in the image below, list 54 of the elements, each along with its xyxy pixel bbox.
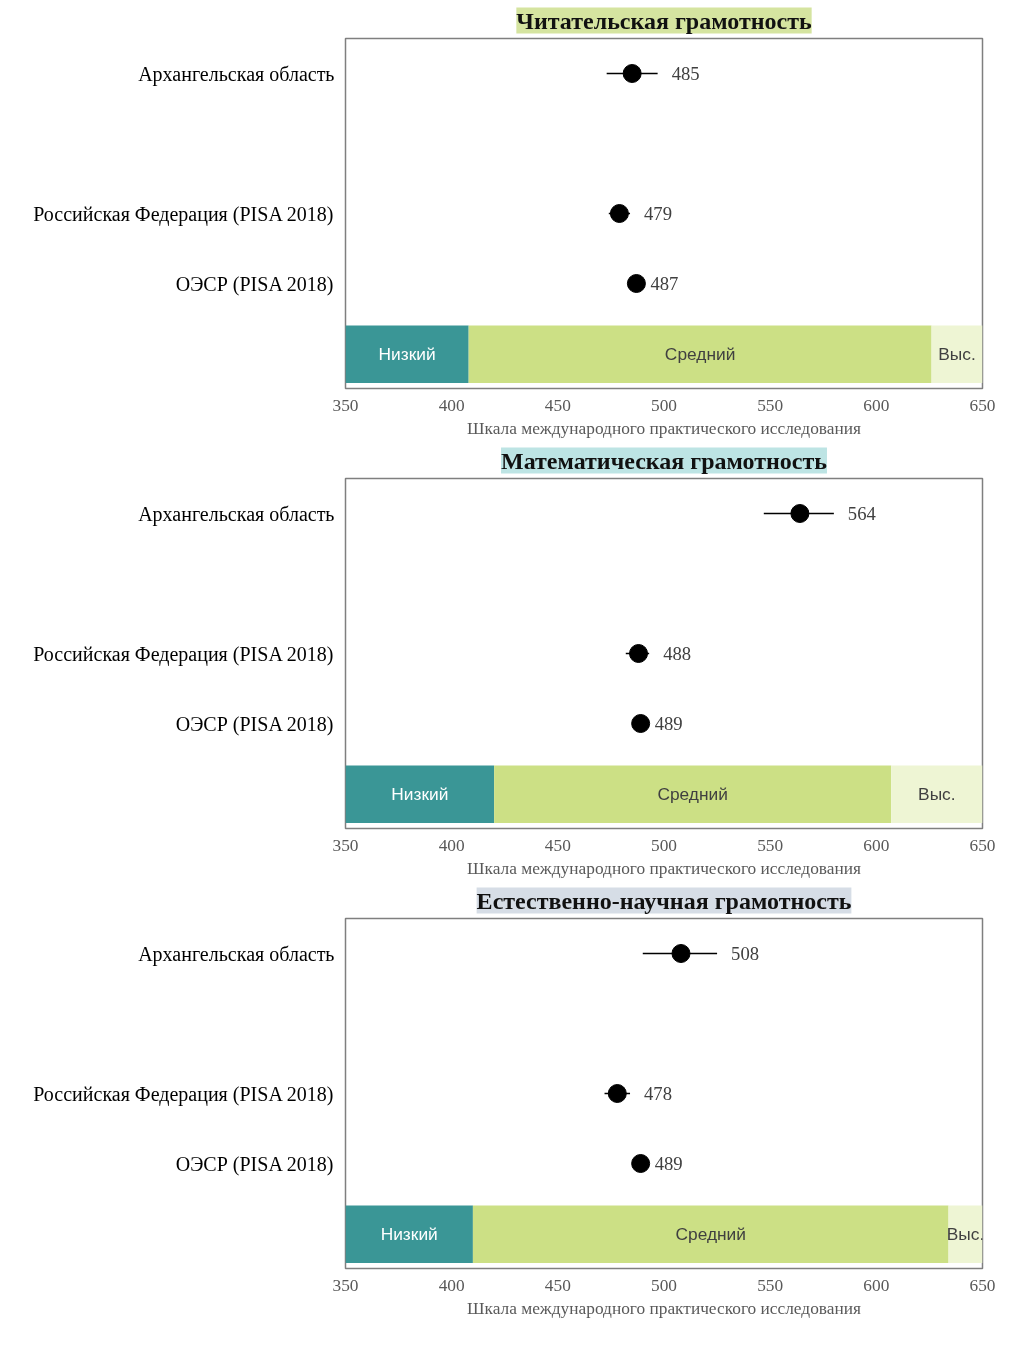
x-tick-label: 600 — [863, 395, 890, 415]
band-label: Низкий — [378, 344, 436, 365]
band-label: Низкий — [391, 784, 449, 805]
y-tick-label: Архангельская область — [138, 942, 335, 966]
y-tick-label: Российская Федерация (PISA 2018) — [33, 202, 334, 226]
x-tick-label: 550 — [757, 395, 784, 415]
chart-title: Читательская грамотность — [516, 7, 812, 34]
x-tick-label: 400 — [438, 835, 465, 855]
data-label: 478 — [644, 1083, 673, 1104]
x-tick-label: 400 — [438, 1275, 465, 1295]
x-tick-label: 400 — [438, 395, 465, 415]
y-tick-label: Архангельская область — [138, 62, 335, 86]
x-tick-label: 500 — [651, 835, 677, 855]
x-tick-label: 450 — [544, 395, 571, 415]
chart-title: Естественно-научная грамотность — [476, 887, 852, 914]
band-label: Выс. — [918, 784, 956, 805]
x-tick-label: 450 — [544, 1275, 571, 1295]
data-label: 564 — [847, 503, 877, 524]
y-tick-label: Архангельская область — [138, 502, 335, 526]
x-tick-label: 350 — [332, 395, 359, 415]
x-tick-label: 500 — [651, 1275, 677, 1295]
x-tick-label: 600 — [863, 835, 890, 855]
x-tick-label: 650 — [969, 395, 996, 415]
band-label: Средний — [664, 344, 736, 365]
x-tick-label: 350 — [332, 1275, 359, 1295]
x-tick-label: 350 — [332, 835, 359, 855]
y-tick-label: Российская Федерация (PISA 2018) — [33, 1082, 334, 1106]
x-axis-title: Шкала международного практического исследования — [467, 858, 862, 878]
x-tick-label: 450 — [544, 835, 571, 855]
data-label: 479 — [644, 203, 673, 224]
data-label: 487 — [650, 273, 679, 294]
x-tick-label: 500 — [651, 395, 677, 415]
data-label: 489 — [654, 713, 683, 734]
band-label: Низкий — [380, 1224, 438, 1245]
data-label: 488 — [663, 643, 692, 664]
data-label: 489 — [654, 1153, 683, 1174]
x-tick-label: 550 — [757, 835, 784, 855]
x-axis-title: Шкала международного практического исследования — [467, 1298, 862, 1318]
band-label: Выс. — [938, 344, 976, 365]
y-tick-label: ОЭСР (PISA 2018) — [175, 272, 334, 296]
y-tick-label: ОЭСР (PISA 2018) — [175, 712, 334, 736]
chart-title: Математическая грамотность — [501, 447, 828, 474]
x-tick-label: 650 — [969, 835, 996, 855]
band-label: Средний — [657, 784, 728, 805]
y-tick-label: Российская Федерация (PISA 2018) — [33, 642, 334, 666]
y-tick-label: ОЭСР (PISA 2018) — [175, 1152, 334, 1176]
x-tick-label: 600 — [863, 1275, 890, 1295]
x-tick-label: 550 — [757, 1275, 784, 1295]
data-label: 508 — [731, 943, 760, 964]
x-axis-title: Шкала международного практического исследования — [467, 418, 862, 438]
band-label: Средний — [675, 1224, 746, 1245]
data-label: 485 — [671, 63, 700, 84]
x-tick-label: 650 — [969, 1275, 996, 1295]
band-label: Выс. — [946, 1224, 985, 1245]
